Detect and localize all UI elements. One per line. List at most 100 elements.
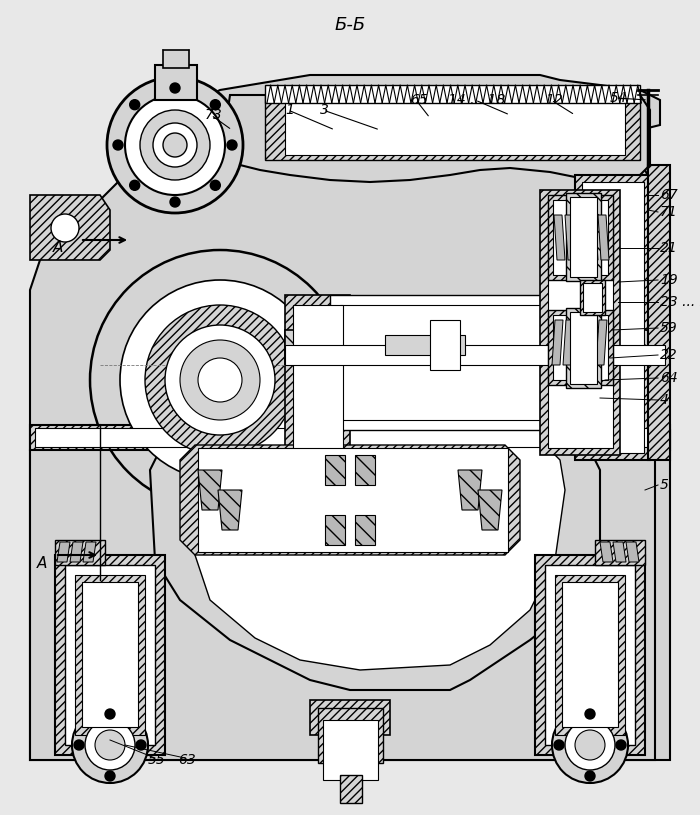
Text: 54: 54 [610, 91, 628, 105]
Bar [155, 65, 197, 100]
Bar [580, 280, 605, 315]
Text: АЗЛК-3141-СП: АЗЛК-3141-СП [258, 420, 442, 440]
Bar [198, 448, 508, 552]
Circle shape [575, 730, 605, 760]
Polygon shape [355, 515, 375, 545]
Polygon shape [574, 320, 585, 365]
Circle shape [130, 180, 140, 191]
Bar [566, 193, 601, 281]
Text: 22: 22 [660, 348, 678, 362]
Circle shape [198, 358, 242, 402]
Polygon shape [576, 215, 587, 260]
Polygon shape [30, 75, 670, 760]
Text: 14 ... 18: 14 ... 18 [448, 93, 505, 107]
Circle shape [616, 740, 626, 750]
Polygon shape [563, 320, 574, 365]
Text: 73: 73 [205, 108, 223, 122]
Polygon shape [585, 320, 596, 365]
Bar [535, 555, 645, 755]
Bar [545, 565, 635, 745]
Text: 55: 55 [148, 753, 166, 767]
Circle shape [74, 740, 84, 750]
Polygon shape [596, 320, 607, 365]
Circle shape [552, 707, 628, 783]
Bar [265, 95, 640, 160]
Polygon shape [180, 445, 520, 555]
Circle shape [72, 707, 148, 783]
Text: 67: 67 [660, 188, 678, 202]
Circle shape [165, 325, 275, 435]
Bar [35, 428, 665, 447]
Polygon shape [613, 542, 626, 562]
Text: 3: 3 [320, 103, 329, 117]
Circle shape [90, 250, 350, 510]
Polygon shape [325, 455, 345, 485]
Bar [575, 175, 650, 460]
Circle shape [163, 133, 187, 157]
Bar [583, 283, 602, 312]
Bar [335, 300, 620, 425]
Circle shape [105, 771, 115, 781]
Bar [555, 575, 625, 735]
Bar [285, 330, 665, 365]
Polygon shape [30, 430, 655, 760]
Bar [265, 85, 640, 103]
Bar [82, 582, 138, 727]
Circle shape [210, 99, 220, 110]
Polygon shape [587, 215, 598, 260]
Circle shape [554, 740, 564, 750]
Bar [55, 540, 105, 565]
Circle shape [107, 77, 243, 213]
Circle shape [585, 709, 595, 719]
Polygon shape [83, 542, 96, 562]
Bar [285, 345, 665, 365]
Circle shape [51, 214, 79, 242]
Bar [648, 165, 670, 460]
Polygon shape [30, 195, 110, 260]
Bar [548, 198, 613, 448]
Bar [548, 195, 613, 280]
Bar [163, 50, 189, 68]
Text: 1: 1 [285, 103, 294, 117]
Bar [323, 720, 378, 780]
Text: 71: 71 [660, 205, 678, 219]
Bar [55, 555, 165, 755]
Text: 5: 5 [660, 478, 669, 492]
Text: А: А [37, 556, 47, 570]
Bar [318, 708, 383, 763]
Text: 64: 64 [660, 371, 678, 385]
Bar [570, 197, 597, 277]
Text: 4: 4 [660, 393, 669, 407]
Bar [285, 295, 350, 465]
Text: Б-Б: Б-Б [335, 16, 365, 34]
Bar [30, 425, 670, 450]
Circle shape [227, 140, 237, 150]
Circle shape [170, 83, 180, 93]
Polygon shape [626, 542, 639, 562]
Bar [582, 182, 644, 453]
Circle shape [565, 720, 615, 770]
Bar [553, 315, 608, 380]
Bar [340, 775, 362, 803]
Circle shape [170, 197, 180, 207]
Bar [562, 582, 618, 727]
Text: 65: 65 [410, 93, 428, 107]
Circle shape [105, 709, 115, 719]
Circle shape [120, 280, 320, 480]
Circle shape [85, 720, 135, 770]
Polygon shape [57, 542, 70, 562]
Text: 12: 12 [545, 93, 563, 107]
Bar [553, 200, 608, 275]
Circle shape [113, 140, 123, 150]
Polygon shape [218, 490, 242, 530]
Circle shape [125, 95, 225, 195]
Text: 63: 63 [178, 753, 196, 767]
Text: 21: 21 [660, 241, 678, 255]
Circle shape [585, 771, 595, 781]
Bar [595, 540, 645, 565]
Polygon shape [554, 215, 565, 260]
Polygon shape [325, 515, 345, 545]
Circle shape [145, 305, 295, 455]
Polygon shape [600, 542, 613, 562]
Text: 19: 19 [660, 273, 678, 287]
